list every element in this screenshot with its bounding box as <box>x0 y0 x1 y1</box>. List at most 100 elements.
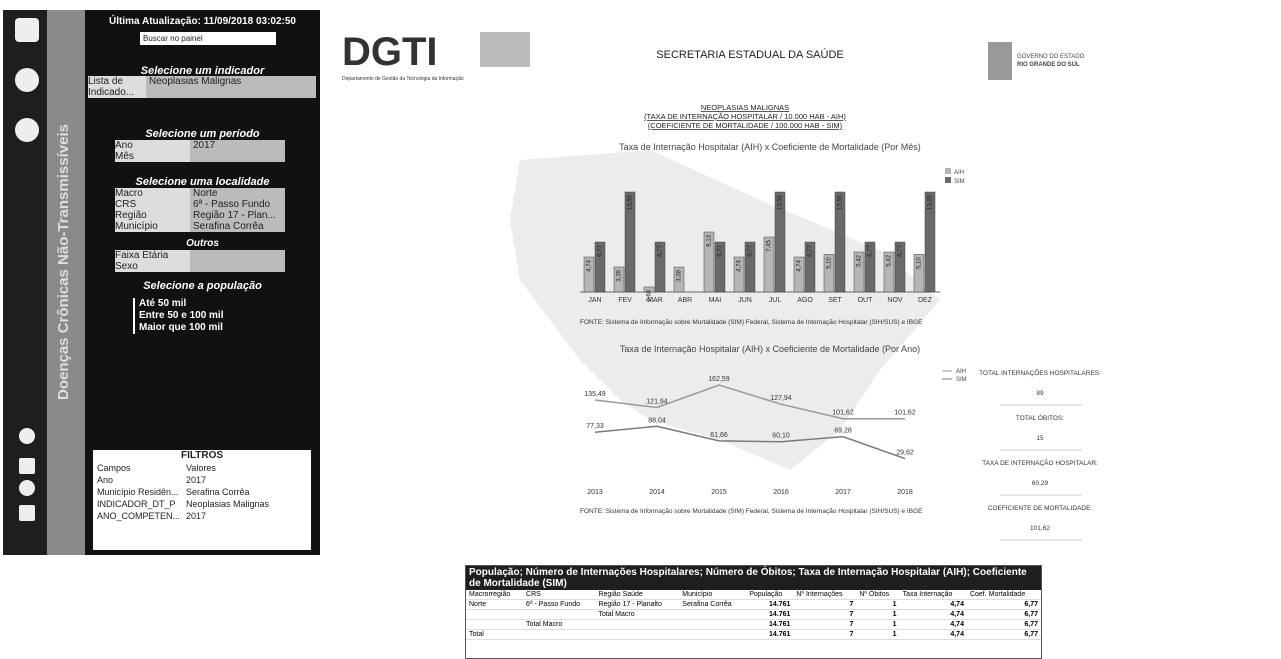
x-tick-label: OUT <box>858 297 874 304</box>
field-value: Região 17 - Plan... <box>190 210 285 221</box>
value-label: 13,55 <box>778 194 784 210</box>
title-rail <box>47 10 85 555</box>
indicator-select[interactable]: Lista de Indicado... Neoplasias Malignas <box>88 76 316 98</box>
total-label: TAXA DE INTERNAÇÃO HOSPITALAR: <box>982 458 1098 467</box>
table-cell: 1 <box>856 629 900 640</box>
filter-cell: Serafina Corrêa <box>186 487 250 497</box>
population-option[interactable]: Até 50 mil <box>139 298 187 309</box>
bar <box>763 236 775 293</box>
field-row: Mês <box>115 151 285 162</box>
line <box>594 425 906 460</box>
filter-cell: Ano <box>97 475 114 485</box>
bar <box>594 241 606 293</box>
gov-crest <box>988 42 1012 80</box>
value-label: 3,39 <box>617 269 623 281</box>
data-table: População; Número de Internações Hospita… <box>465 565 1042 659</box>
period-select[interactable]: Ano 2017 Mês <box>115 140 285 162</box>
filter-panel: Última Atualização: 11/09/2018 03:02:50 … <box>85 10 320 555</box>
filter-cell: INDICADOR_DT_P <box>97 499 176 509</box>
table-cell <box>466 609 524 620</box>
bar <box>654 241 666 293</box>
search-box[interactable]: Buscar no painel <box>140 32 276 45</box>
table-cell: 14.761 <box>746 599 794 610</box>
total-label: COEFICIENTE DE MORTALIDADE: <box>988 505 1093 512</box>
others-select[interactable]: Faixa Etária Sexo <box>115 250 285 272</box>
value-label: 88,04 <box>648 417 666 424</box>
population-option[interactable]: Entre 50 e 100 mil <box>139 310 224 321</box>
column-header: Município <box>679 590 747 600</box>
health-icon[interactable] <box>15 118 39 142</box>
field-label: Faixa Etária <box>115 250 169 261</box>
value-label: 5,42 <box>857 254 863 266</box>
bar <box>583 256 595 293</box>
chart-title: Taxa de Internação Hospitalar (AIH) x Co… <box>620 344 920 354</box>
value-label: 29,62 <box>896 450 914 457</box>
x-tick-label: SET <box>828 297 842 304</box>
value-label: 162,59 <box>708 376 730 383</box>
value-label: 69,28 <box>834 428 852 435</box>
legend-swatch <box>945 168 951 174</box>
location-heading: Selecione uma localidade <box>135 176 270 188</box>
help-icon[interactable] <box>19 480 35 496</box>
value-label: 4,74 <box>587 259 593 271</box>
table-cell: 1 <box>856 609 900 620</box>
total-value: 89 <box>1036 390 1044 397</box>
bar <box>894 241 906 293</box>
field-label: Macro <box>115 188 143 199</box>
value-label: 0,68 <box>647 289 653 301</box>
field-label: Lista de Indicado... <box>88 76 135 98</box>
icon-rail <box>3 10 47 555</box>
field-row: Macro Norte <box>115 188 285 199</box>
table-cell: 14.761 <box>746 619 794 630</box>
value-label: 6,77 <box>718 244 724 256</box>
total-value: 60,29 <box>1032 480 1049 487</box>
report-title: (TAXA DE INTERNAÇÃO HOSPITALAR / 10.000 … <box>644 112 846 121</box>
table-cell: Serafina Corrêa <box>679 599 747 610</box>
table-cell: 6,77 <box>966 609 1041 620</box>
report: DGTI Departamento de Gestão da Tecnologi… <box>342 30 1101 541</box>
pdf-icon[interactable] <box>19 458 35 474</box>
filters-title: FILTROS <box>180 450 224 461</box>
search-icon[interactable] <box>15 18 39 42</box>
x-tick-label: JAN <box>588 297 601 304</box>
exit-icon[interactable] <box>19 505 35 521</box>
column-header: Valores <box>186 463 216 473</box>
bar <box>774 191 786 293</box>
value-label: 135,49 <box>584 391 606 398</box>
table-cell: Região 17 - Planalto <box>595 599 680 610</box>
population-option[interactable]: Maior que 100 mil <box>139 322 223 333</box>
value-label: 127,94 <box>770 395 792 402</box>
table-cell: 7 <box>793 599 857 610</box>
value-label: 6,77 <box>808 244 814 256</box>
bar <box>853 251 865 293</box>
legend-label: SIM <box>956 377 967 383</box>
field-label: CRS <box>115 199 137 210</box>
favorite-icon[interactable] <box>19 428 35 444</box>
field-value: Serafina Corrêa <box>190 221 285 232</box>
bar <box>883 251 895 293</box>
bar <box>913 254 925 293</box>
value-label: 6,77 <box>748 244 754 256</box>
table-cell: Total Macro <box>595 609 680 620</box>
bar <box>673 266 685 293</box>
value-label: 6,77 <box>868 244 874 256</box>
field-value <box>190 250 285 261</box>
field-value <box>190 261 285 272</box>
table-cell: 7 <box>793 609 857 620</box>
x-tick-label: 2015 <box>711 489 727 496</box>
bar <box>744 241 756 293</box>
x-tick-label: JUL <box>769 297 782 304</box>
x-tick-label: FEV <box>618 297 632 304</box>
table-cell: 14.761 <box>746 629 794 640</box>
field-row: CRS 6ª - Passo Fundo <box>115 199 285 210</box>
bar <box>793 256 805 293</box>
x-tick-label: JUN <box>738 297 752 304</box>
apps-icon[interactable] <box>15 68 39 92</box>
location-select[interactable]: Macro Norte CRS 6ª - Passo Fundo Região Regiã… <box>115 188 285 232</box>
value-label: 3,38 <box>677 269 683 281</box>
line <box>594 384 905 420</box>
bar <box>834 191 846 293</box>
map-background <box>510 150 940 470</box>
value-label: 13,55 <box>628 194 634 210</box>
